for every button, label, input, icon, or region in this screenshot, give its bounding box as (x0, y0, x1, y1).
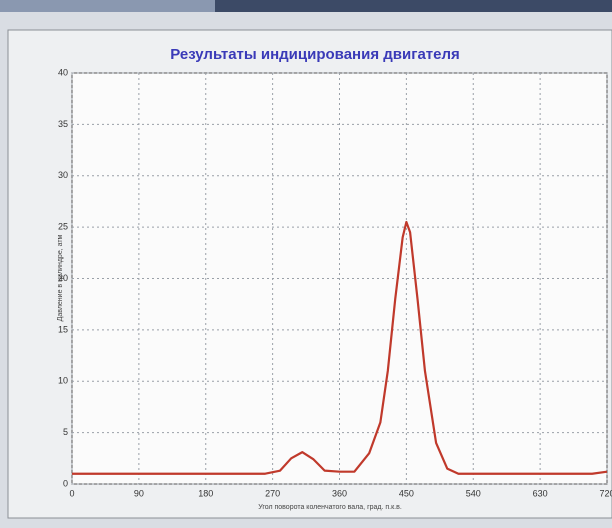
y-tick-label: 15 (58, 324, 68, 334)
window-tab (0, 0, 215, 12)
x-tick-label: 450 (399, 488, 414, 498)
chart: Результаты индицирования двигателя Угол … (0, 0, 612, 523)
x-tick-label: 360 (332, 488, 347, 498)
y-tick-label: 40 (58, 67, 68, 77)
y-tick-label: 20 (58, 273, 68, 283)
y-tick-label: 25 (58, 222, 68, 232)
y-tick-label: 35 (58, 119, 68, 129)
x-tick-label: 270 (265, 488, 280, 498)
x-tick-label: 180 (198, 488, 213, 498)
x-axis-label: Угол поворота коленчатого вала, град. п.… (258, 504, 402, 511)
x-tick-label: 630 (533, 488, 548, 498)
y-tick-label: 0 (63, 478, 68, 488)
y-tick-label: 10 (58, 376, 68, 386)
chart-title: Результаты индицирования двигателя (170, 46, 460, 63)
x-tick-label: 720 (599, 488, 612, 498)
y-tick-label: 30 (58, 170, 68, 180)
x-tick-label: 540 (466, 488, 481, 498)
x-tick-label: 90 (134, 488, 144, 498)
x-tick-label: 0 (69, 488, 74, 498)
y-tick-label: 5 (63, 427, 68, 437)
